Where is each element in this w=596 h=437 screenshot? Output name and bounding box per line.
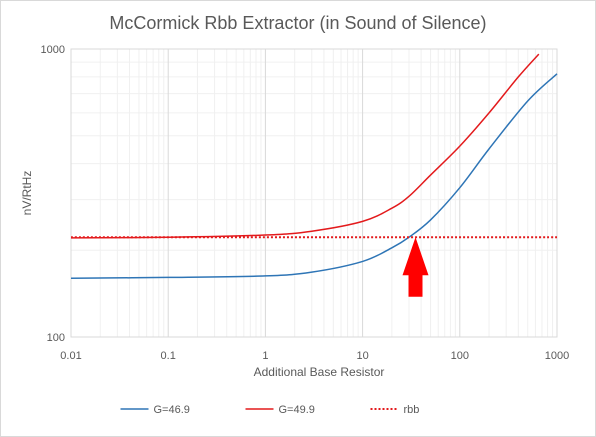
legend-label: rbb <box>404 404 420 416</box>
x-tick-labels: 0.01 0.1 1 10 100 1000 <box>60 350 569 362</box>
y-tick-label: 100 <box>47 332 65 344</box>
legend-label: G=49.9 <box>279 404 315 416</box>
annotation <box>402 237 429 297</box>
series-line-g-46-9 <box>70 73 558 279</box>
x-tick-label: 1000 <box>545 350 569 362</box>
x-tick-label: 1 <box>262 350 268 362</box>
grid <box>70 49 558 337</box>
y-tick-labels: 100 1000 <box>41 44 65 344</box>
plot-area-border <box>70 48 558 338</box>
legend-label: G=46.9 <box>154 404 190 416</box>
x-tick-label: 100 <box>451 350 469 362</box>
y-tick-label: 1000 <box>41 44 65 56</box>
x-axis-title: Additional Base Resistor <box>254 365 385 379</box>
series-line-g-49-9 <box>70 53 540 239</box>
x-tick-label: 10 <box>356 350 368 362</box>
x-tick-label: 0.01 <box>60 350 81 362</box>
legend: G=46.9 G=49.9 rbb <box>120 404 420 416</box>
red-arrow <box>402 237 429 297</box>
series-lines <box>70 53 558 279</box>
chart-title: McCormick Rbb Extractor (in Sound of Sil… <box>109 13 486 33</box>
x-tick-label: 0.1 <box>161 350 176 362</box>
y-axis-title: nV/RtHz <box>20 171 34 216</box>
